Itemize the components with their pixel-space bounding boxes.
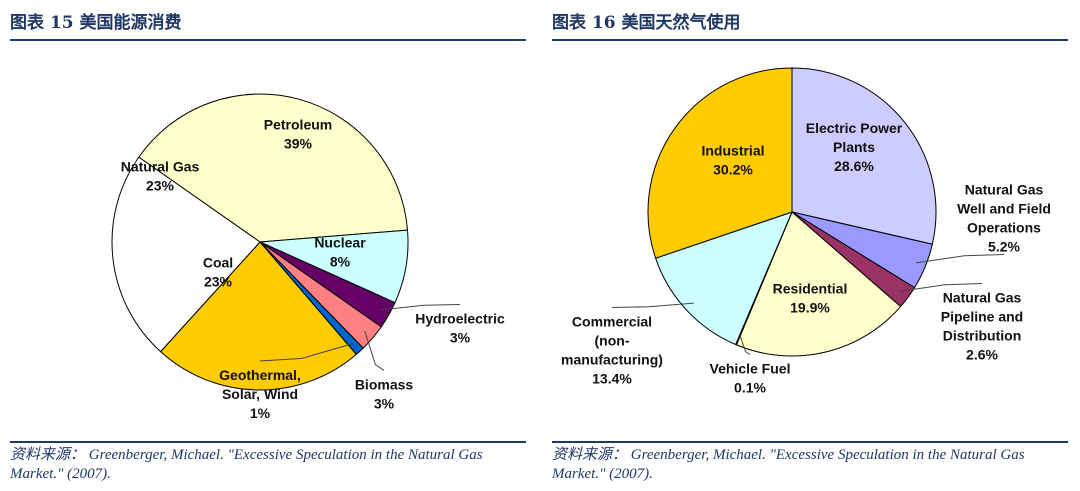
slice-label-commercial-non-manufacturing: Commercial (non-manufacturing) 13.4% (561, 314, 663, 387)
source-rule (552, 441, 1068, 443)
pie-slice-residential (735, 211, 902, 357)
gas-pie-chart: Electric Power Plants 28.6% Natural Gas Well… (561, 67, 1051, 396)
slice-label-electric-power-plants: Electric Power Plants 28.6% (806, 120, 903, 174)
leader-line (379, 304, 461, 311)
leader-line (899, 283, 983, 292)
slice-label-coal: Coal 23% (203, 255, 233, 290)
leader-line (611, 302, 694, 308)
pie-slice-industrial (647, 67, 793, 259)
chart-title: 图表 16 美国天然气使用 (552, 13, 741, 33)
slice-label-nuclear: Nuclear 8% (314, 235, 366, 270)
source-rule (10, 441, 526, 443)
slice-label-biomass: Biomass 3% (355, 377, 414, 412)
slice-label-industrial: Industrial 30.2% (701, 143, 764, 178)
chart-panel-energy: 图表 15 美国能源消费 Petroleum 39% Nuclear 8% Hydroe… (10, 0, 530, 491)
slice-label-vehicle-fuel: Vehicle Fuel 0.1% (710, 361, 791, 396)
leader-line (739, 335, 751, 355)
slice-label-petroleum: Petroleum 39% (264, 117, 332, 152)
chart-title: 图表 15 美国能源消费 (10, 13, 182, 33)
leader-line (364, 331, 385, 371)
slice-label-geothermal-solar-wind: Geothermal, Solar, Wind 1% (219, 367, 301, 421)
slice-label-natural-gas-pipeline-and-distribution: Natural Gas Pipeline and Distribution 2.6% (941, 290, 1023, 363)
pie-slice-commercial-non-manufacturing (655, 211, 793, 346)
pie-slice-electric-power-plants (791, 67, 937, 245)
title-rule (552, 39, 1068, 41)
slice-label-natural-gas: Natural Gas 23% (121, 159, 200, 194)
slice-label-natural-gas-well-and-field-operations: Natural Gas Well and Field Operations 5.2% (957, 182, 1051, 255)
slice-label-residential: Residential 19.9% (773, 281, 848, 316)
energy-pie-chart: Petroleum 39% Nuclear 8% Hydroelectric 3%Biom… (111, 93, 505, 421)
leader-line (259, 343, 353, 362)
pie-slice-natural-gas (111, 156, 261, 353)
pie-slice-coal (160, 241, 357, 391)
leader-line (915, 254, 1005, 264)
slice-label-hydroelectric: Hydroelectric 3% (415, 311, 505, 346)
source-note: 资料来源： Greenberger, Michael. "Excessive S… (552, 447, 1025, 482)
source-note: 资料来源： Greenberger, Michael. "Excessive S… (10, 447, 483, 482)
chart-panel-gas: 图表 16 美国天然气使用 Electric Power Plants 28.6% N… (552, 0, 1072, 491)
pie-slice-petroleum (138, 93, 409, 243)
title-rule (10, 39, 526, 41)
